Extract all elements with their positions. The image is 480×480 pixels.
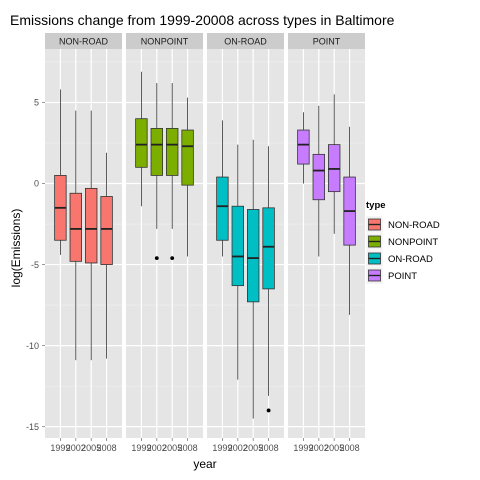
x-tick-label: 1999 xyxy=(131,443,151,453)
x-tick-label: 2005 xyxy=(162,443,182,453)
y-tick-label: 0 xyxy=(34,179,39,189)
y-tick-label: -5 xyxy=(31,260,39,270)
y-tick-label: 5 xyxy=(34,98,39,108)
box-body xyxy=(231,205,244,287)
x-tick-label: 2002 xyxy=(228,443,248,453)
x-tick-label: 2008 xyxy=(97,443,117,453)
x-tick-label: 2002 xyxy=(147,443,167,453)
box-body xyxy=(150,128,163,176)
box-non-road-2008 xyxy=(100,152,113,359)
x-tick-label: 2008 xyxy=(259,443,279,453)
legend-entry-non-road: NON-ROAD xyxy=(365,215,440,234)
x-tick-label: 2005 xyxy=(81,443,101,453)
x-tick-label: 1999 xyxy=(212,443,232,453)
box-body xyxy=(297,129,310,165)
x-tick-label: 1999 xyxy=(50,443,70,453)
legend-entry-nonpoint: NONPOINT xyxy=(365,232,438,251)
box-body xyxy=(135,118,148,168)
box-body xyxy=(100,196,113,265)
box-point-2005 xyxy=(328,94,341,234)
box-non-road-2002 xyxy=(69,110,82,361)
box-body xyxy=(181,129,194,186)
facet-strip xyxy=(126,33,203,49)
facet-strip xyxy=(207,33,284,49)
facet-strip-label: POINT xyxy=(313,37,341,47)
outlier-point xyxy=(266,408,271,413)
box-nonpoint-2005 xyxy=(166,83,179,260)
x-tick-label: 2005 xyxy=(324,443,344,453)
outlier-point xyxy=(170,256,175,260)
x-tick-label: 2008 xyxy=(340,443,360,453)
x-tick-label: 1999 xyxy=(293,443,313,453)
x-tick-label: 2002 xyxy=(66,443,86,453)
box-point-2002 xyxy=(312,105,325,257)
x-axis-label: year xyxy=(193,457,216,471)
outlier-point xyxy=(154,256,159,260)
y-axis: -15 -10 -5 0 5 xyxy=(26,98,45,432)
box-on-road-2002 xyxy=(231,144,244,380)
box-body xyxy=(216,176,229,241)
box-body xyxy=(262,207,275,290)
panel-background xyxy=(126,49,203,438)
legend-label: NONPOINT xyxy=(388,237,438,248)
box-on-road-2005 xyxy=(247,139,260,419)
x-tick-label: 2008 xyxy=(178,443,198,453)
legend-entry-on-road: ON-ROAD xyxy=(365,249,433,268)
legend-label: NON-ROAD xyxy=(388,220,440,231)
box-on-road-1999 xyxy=(216,120,229,257)
box-nonpoint-2008 xyxy=(181,97,194,257)
chart-title: Emissions change from 1999-20008 across … xyxy=(10,12,395,28)
y-tick-label: -15 xyxy=(26,422,39,432)
box-nonpoint-2002 xyxy=(150,83,163,260)
legend-entry-point: POINT xyxy=(365,266,417,285)
legend-label: POINT xyxy=(388,271,417,282)
box-body xyxy=(69,192,82,262)
box-body xyxy=(247,209,260,303)
legend-title: type xyxy=(366,200,386,211)
box-body xyxy=(312,153,325,201)
box-on-road-2008 xyxy=(262,146,275,413)
box-non-road-2005 xyxy=(85,110,98,361)
facet-strip-label: NONPOINT xyxy=(141,37,189,47)
y-tick-label: -10 xyxy=(26,341,39,351)
box-body xyxy=(85,187,98,264)
box-point-1999 xyxy=(297,112,310,184)
box-body xyxy=(166,128,179,176)
facet-strip-label: NON-ROAD xyxy=(59,37,108,47)
box-point-2008 xyxy=(343,126,356,315)
box-non-road-1999 xyxy=(54,89,67,255)
facet-strip xyxy=(45,33,122,49)
legend-label: ON-ROAD xyxy=(388,254,433,265)
facet-strip-label: ON-ROAD xyxy=(224,37,267,47)
y-axis-label: log(Emissions) xyxy=(9,209,23,288)
panels-layer: NON-ROAD1999200220052008NONPOINT19992002… xyxy=(45,33,365,453)
box-nonpoint-1999 xyxy=(135,71,148,207)
x-tick-label: 2002 xyxy=(309,443,329,453)
facet-strip xyxy=(288,33,365,49)
x-tick-label: 2005 xyxy=(243,443,263,453)
